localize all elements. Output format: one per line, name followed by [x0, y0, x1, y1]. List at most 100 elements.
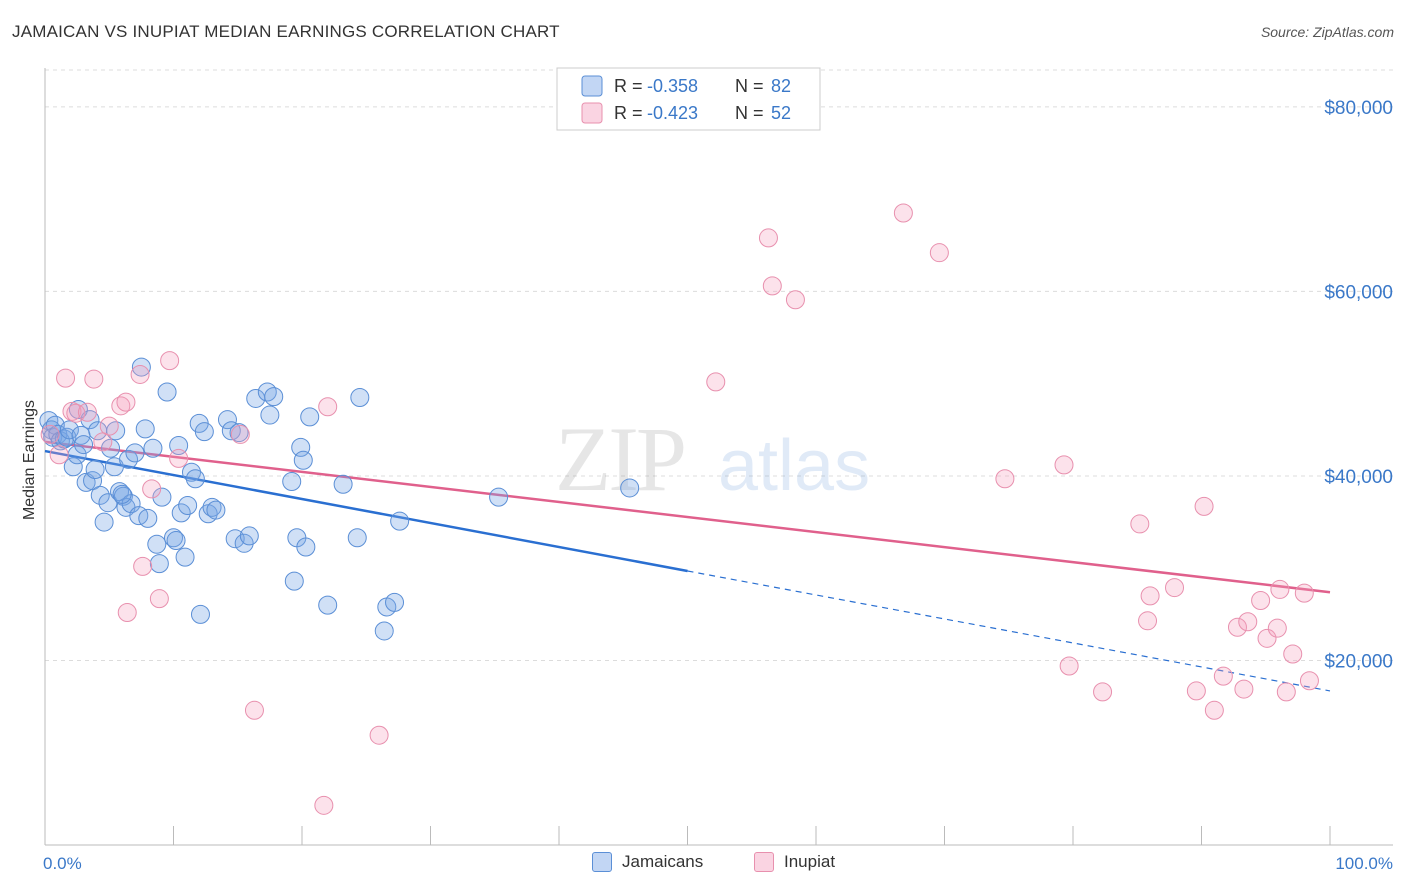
inupiat-point: [314, 795, 334, 815]
x-tick-label: 0.0%: [43, 854, 82, 873]
inupiat-point: [130, 364, 150, 384]
y-tick-label: $20,000: [1324, 651, 1393, 672]
jamaicans-point: [59, 420, 79, 440]
jamaicans-point: [185, 469, 205, 489]
legend-swatch-jamaicans: [581, 75, 603, 97]
jamaicans-point: [350, 388, 370, 408]
inupiat-point: [111, 396, 131, 416]
jamaicans-point: [282, 471, 302, 491]
jamaicans-point: [80, 410, 100, 430]
jamaicans-point: [76, 472, 96, 492]
watermark: ZIP atlas: [555, 408, 870, 510]
jamaicans-point: [83, 471, 103, 491]
inupiat-point: [1054, 455, 1074, 475]
jamaicans-point: [101, 438, 121, 458]
legend-n-label-inupiat: N =: [735, 103, 764, 123]
inupiat-point: [893, 203, 913, 223]
inupiat-point: [84, 369, 104, 389]
inupiat-point: [1238, 612, 1258, 632]
inupiat-point: [40, 424, 60, 444]
legend-n-value-inupiat: 52: [771, 103, 791, 123]
jamaicans-point: [166, 531, 186, 551]
jamaicans-point: [206, 500, 226, 520]
jamaicans-point: [178, 495, 198, 515]
inupiat-point: [369, 725, 389, 745]
jamaicans-point: [374, 621, 394, 641]
inupiat-point: [1276, 682, 1296, 702]
jamaicans-point: [157, 382, 177, 402]
jamaicans-point: [45, 415, 65, 435]
legend-r-value-inupiat: -0.423: [647, 103, 698, 123]
jamaicans-point: [57, 427, 77, 447]
jamaicans-trend-extension: [687, 570, 1331, 692]
jamaicans-point: [74, 435, 94, 455]
jamaicans-point: [284, 571, 304, 591]
inupiat-point: [142, 479, 162, 499]
watermark-zip: ZIP: [555, 408, 684, 510]
inupiat-point: [706, 372, 726, 392]
jamaicans-point: [225, 529, 245, 549]
jamaicans-point: [94, 512, 114, 532]
axes: [44, 68, 1393, 846]
legend-item-jamaicans[interactable]: Jamaicans: [592, 852, 703, 872]
jamaicans-point: [147, 534, 167, 554]
inupiat-point: [1299, 671, 1319, 691]
inupiat-point: [785, 290, 805, 310]
legend-r-label-inupiat: R =: [614, 103, 643, 123]
inupiat-point: [1270, 579, 1290, 599]
jamaicans-point: [90, 485, 110, 505]
jamaicans-point: [333, 474, 353, 494]
x-tick-label: 100.0%: [1335, 854, 1393, 873]
inupiat-point: [244, 700, 264, 720]
inupiat-point: [1267, 618, 1287, 638]
inupiat-point: [117, 603, 137, 622]
inupiat-point: [1138, 611, 1158, 631]
inupiat-point: [1213, 666, 1233, 686]
jamaicans-point: [264, 387, 284, 407]
inupiat-point: [758, 228, 778, 248]
inupiat-point: [1257, 628, 1277, 648]
legend-item-inupiat[interactable]: Inupiat: [754, 852, 835, 872]
inupiat-point: [116, 392, 136, 412]
inupiat-point: [929, 243, 949, 263]
jamaicans-point: [194, 422, 214, 442]
source-credit: Source: ZipAtlas.com: [1260, 24, 1394, 40]
jamaicans-swatch: [592, 852, 612, 872]
inupiat-label: Inupiat: [784, 852, 836, 871]
jamaicans-point: [318, 595, 338, 615]
tick-labels: $20,000 $40,000 $60,000 $80,000 0.0% 100.0%: [43, 98, 1393, 873]
jamaicans-point: [385, 592, 405, 612]
jamaicans-point: [390, 511, 410, 531]
jamaicans-point: [125, 443, 145, 463]
inupiat-point: [1294, 583, 1314, 603]
inupiat-point: [56, 368, 76, 388]
watermark-atlas: atlas: [718, 426, 870, 506]
jamaicans-point: [347, 528, 367, 548]
inupiat-point: [1093, 682, 1113, 702]
chart-title: JAMAICAN VS INUPIAT MEDIAN EARNINGS CORR…: [12, 22, 560, 41]
inupiat-point: [1227, 617, 1247, 637]
jamaicans-point: [489, 487, 509, 507]
legend-swatch-inupiat: [581, 102, 603, 124]
jamaicans-point: [190, 604, 210, 624]
inupiat-point: [49, 445, 69, 465]
jamaicans-point: [112, 484, 132, 504]
inupiat-point: [1194, 496, 1214, 516]
inupiat-point: [995, 469, 1015, 489]
jamaicans-point: [175, 547, 195, 567]
jamaicans-point: [143, 438, 163, 458]
jamaicans-point: [152, 487, 172, 507]
inupiat-point: [1165, 578, 1185, 598]
inupiat-point: [762, 276, 782, 296]
y-tick-label: $60,000: [1324, 282, 1393, 303]
legend-n-value-jamaicans: 82: [771, 76, 791, 96]
jamaicans-point: [169, 436, 189, 456]
correlation-legend: R = -0.358 N = 82 R = -0.423 N = 52: [556, 67, 821, 131]
legend-r-label-jamaicans: R =: [614, 76, 643, 96]
jamaicans-point: [260, 405, 280, 425]
jamaicans-point: [217, 410, 237, 430]
inupiat-point: [1204, 700, 1224, 720]
jamaicans-point: [171, 503, 191, 523]
data-points: [39, 203, 1319, 815]
